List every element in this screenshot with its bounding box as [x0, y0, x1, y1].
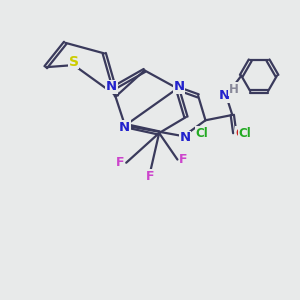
Text: N: N [106, 80, 117, 93]
Text: N: N [173, 80, 184, 93]
Text: S: S [69, 55, 79, 68]
Text: Cl: Cl [195, 127, 208, 140]
Text: O: O [236, 127, 247, 140]
Text: H: H [229, 83, 238, 96]
Text: N: N [119, 121, 130, 134]
Text: Cl: Cl [239, 127, 251, 140]
Text: N: N [219, 89, 230, 102]
Text: F: F [179, 153, 188, 166]
Text: F: F [116, 156, 124, 169]
Text: N: N [179, 131, 191, 144]
Text: F: F [146, 169, 155, 183]
